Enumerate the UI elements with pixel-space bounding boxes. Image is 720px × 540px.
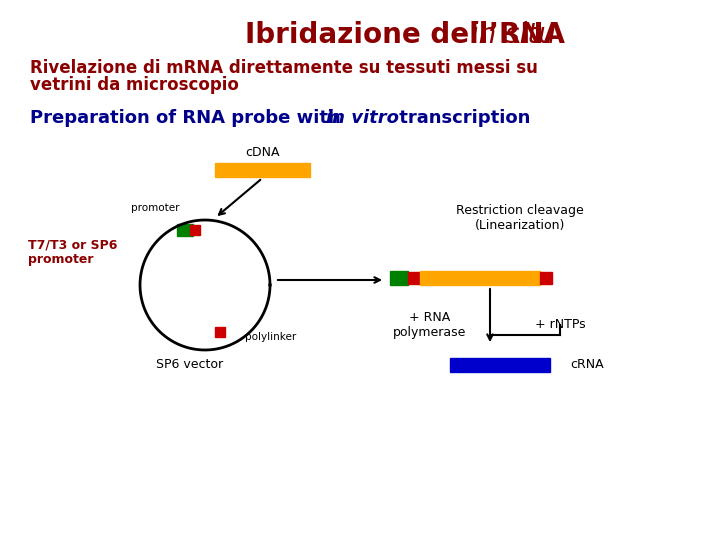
Text: promoter: promoter xyxy=(131,203,179,213)
Text: transcription: transcription xyxy=(393,109,531,127)
Text: cDNA: cDNA xyxy=(246,146,280,159)
Text: + rNTPs: + rNTPs xyxy=(535,319,585,332)
Text: + RNA
polymerase: + RNA polymerase xyxy=(393,311,467,339)
Text: polylinker: polylinker xyxy=(245,332,296,342)
FancyBboxPatch shape xyxy=(215,163,310,177)
Bar xyxy=(420,271,540,285)
Bar xyxy=(408,272,420,284)
Text: Restriction cleavage
(Linearization): Restriction cleavage (Linearization) xyxy=(456,204,584,232)
Bar xyxy=(190,225,200,235)
Text: Ibridazione dell’RNA: Ibridazione dell’RNA xyxy=(245,21,565,49)
Bar xyxy=(177,224,193,236)
Bar xyxy=(540,272,552,284)
Text: SP6 vector: SP6 vector xyxy=(156,359,224,372)
Text: promoter: promoter xyxy=(28,253,94,267)
Bar xyxy=(215,327,225,337)
Text: T7/T3 or SP6: T7/T3 or SP6 xyxy=(28,239,117,252)
Text: vetrini da microscopio: vetrini da microscopio xyxy=(30,76,239,94)
Text: in situ: in situ xyxy=(462,21,556,49)
Text: Rivelazione di mRNA direttamente su tessuti messi su: Rivelazione di mRNA direttamente su tess… xyxy=(30,59,538,77)
Bar xyxy=(390,271,408,285)
Text: in vitro: in vitro xyxy=(326,109,399,127)
Text: Preparation of RNA probe with: Preparation of RNA probe with xyxy=(30,109,347,127)
Text: cRNA: cRNA xyxy=(570,359,603,372)
Bar xyxy=(450,358,550,372)
